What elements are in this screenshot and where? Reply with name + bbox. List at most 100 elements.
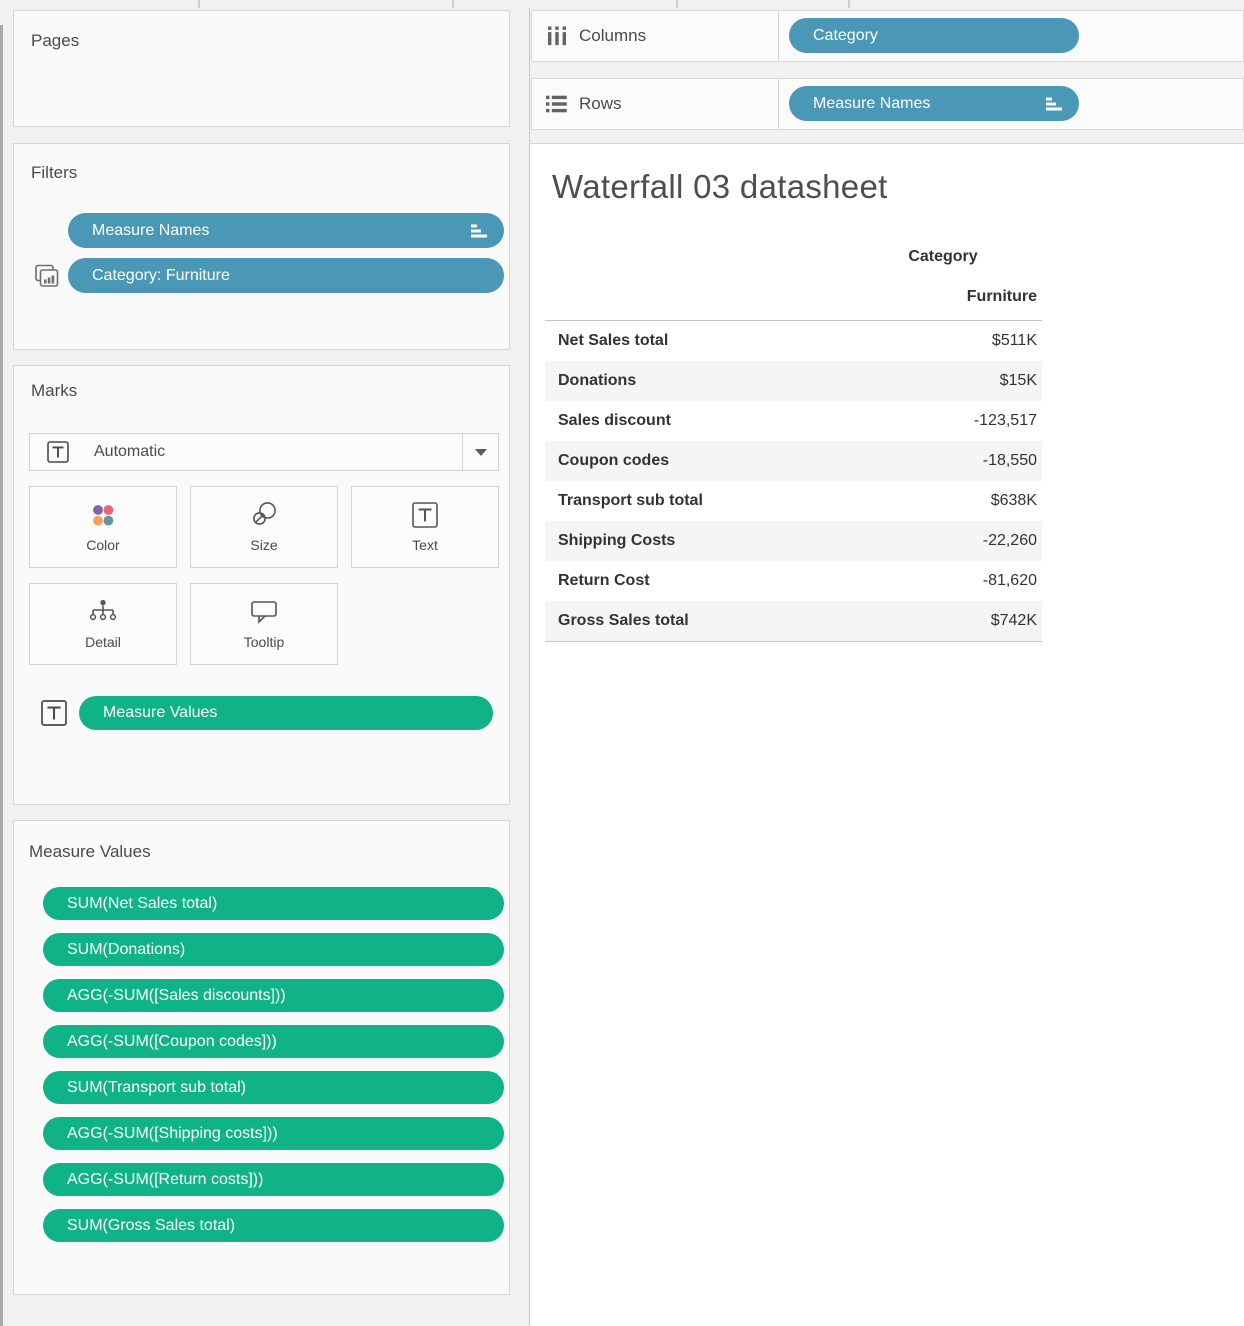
color-button-label: Color: [86, 537, 120, 553]
pages-card-title: Pages: [31, 31, 80, 50]
shelf-divider: [778, 11, 779, 61]
worksheet-view: Waterfall 03 datasheet Category Furnitur…: [530, 143, 1244, 1326]
text-mark-icon: [47, 441, 69, 463]
mark-type-dropdown-button[interactable]: [462, 434, 498, 470]
measure-pill[interactable]: SUM(Donations): [43, 933, 504, 966]
row-header[interactable]: Transport sub total: [558, 492, 703, 509]
color-button[interactable]: Color: [29, 486, 177, 568]
detail-button[interactable]: Detail: [29, 583, 177, 665]
row-header[interactable]: Shipping Costs: [558, 532, 676, 549]
rows-pill-measure-names[interactable]: Measure Names: [789, 86, 1079, 121]
cell-value[interactable]: -123,517: [973, 412, 1037, 429]
measure-pill[interactable]: AGG(-SUM([Coupon codes])): [43, 1025, 504, 1058]
shelf-divider: [778, 79, 779, 129]
text-button[interactable]: Text: [351, 486, 499, 568]
measure-pill[interactable]: SUM(Transport sub total): [43, 1071, 504, 1104]
mark-type-value: Automatic: [94, 443, 166, 460]
top-strip-tick: [848, 0, 850, 8]
encoding-pill-measure-values[interactable]: Measure Values: [79, 696, 493, 730]
measure-pill-label: AGG(-SUM([Coupon codes])): [67, 1032, 277, 1050]
panel-view-divider: [529, 8, 530, 1326]
filter-pill-label: Category: Furniture: [92, 266, 230, 284]
measure-pill-label: AGG(-SUM([Sales discounts])): [67, 986, 286, 1004]
text-button-label: Text: [412, 537, 438, 553]
marks-card[interactable]: Marks Automatic Color: [13, 365, 510, 805]
cell-value[interactable]: -22,260: [982, 532, 1037, 549]
window-left-edge: [0, 25, 3, 1326]
tooltip-button[interactable]: Tooltip: [190, 583, 338, 665]
columns-pill-category[interactable]: Category: [789, 18, 1079, 53]
row-header[interactable]: Gross Sales total: [558, 612, 689, 629]
table-column-field-header[interactable]: Category: [908, 248, 978, 265]
filter-pill-measure-names[interactable]: Measure Names: [68, 213, 504, 248]
table-row: Coupon codes -18,550: [545, 441, 1042, 481]
measure-values-card[interactable]: Measure Values SUM(Net Sales total) SUM(…: [13, 820, 510, 1295]
measure-pill-label: SUM(Transport sub total): [67, 1078, 247, 1096]
encoding-pill-label: Measure Values: [103, 704, 218, 721]
table-column-member-header[interactable]: Furniture: [966, 288, 1037, 305]
measure-values-card-title: Measure Values: [29, 842, 151, 861]
chevron-down-icon: [474, 448, 487, 456]
rows-shelf-label: Rows: [579, 94, 622, 113]
row-header[interactable]: Donations: [558, 372, 637, 389]
text-box-icon: [352, 493, 498, 537]
cell-value[interactable]: -81,620: [982, 572, 1037, 589]
rows-icon: [546, 95, 569, 114]
cell-value[interactable]: $638K: [990, 492, 1037, 509]
table-row: Transport sub total $638K: [545, 481, 1042, 521]
columns-shelf-label: Columns: [579, 26, 647, 45]
columns-pill-label: Category: [813, 26, 878, 44]
columns-icon: [546, 26, 569, 46]
rows-shelf[interactable]: Rows Measure Names: [531, 78, 1244, 130]
filter-pill-category-furniture[interactable]: Category: Furniture: [68, 258, 504, 293]
cell-value[interactable]: $742K: [990, 612, 1037, 629]
sort-icon: [1046, 97, 1063, 110]
filter-pill-label: Measure Names: [92, 221, 210, 239]
columns-shelf[interactable]: Columns Category: [531, 10, 1244, 62]
table-row: Donations $15K: [545, 361, 1042, 401]
measure-pill[interactable]: AGG(-SUM([Shipping costs])): [43, 1117, 504, 1150]
measure-pill-label: SUM(Net Sales total): [67, 894, 218, 912]
context-filter-icon: [34, 264, 59, 288]
measure-pill[interactable]: AGG(-SUM([Sales discounts])): [43, 979, 504, 1012]
measure-pill[interactable]: SUM(Gross Sales total): [43, 1209, 504, 1242]
color-dots-icon: [30, 493, 176, 537]
mark-type-dropdown[interactable]: Automatic: [29, 433, 499, 471]
table-row: Net Sales total $511K: [545, 321, 1042, 361]
row-header[interactable]: Return Cost: [558, 572, 650, 589]
table-row: Sales discount -123,517: [545, 401, 1042, 441]
table-row: Return Cost -81,620: [545, 561, 1042, 601]
tooltip-button-label: Tooltip: [243, 634, 285, 650]
text-mark-icon: [41, 700, 67, 726]
detail-button-label: Detail: [85, 634, 121, 650]
detail-hierarchy-icon: [30, 590, 176, 634]
size-button-label: Size: [250, 537, 278, 553]
cell-value[interactable]: $15K: [999, 372, 1037, 389]
worksheet-title: Waterfall 03 datasheet: [552, 168, 888, 205]
table-row: Shipping Costs -22,260: [545, 521, 1042, 561]
row-header[interactable]: Coupon codes: [558, 452, 670, 469]
marks-card-title: Marks: [31, 381, 78, 400]
measure-pill-label: AGG(-SUM([Return costs])): [67, 1170, 264, 1188]
top-strip-tick: [198, 0, 200, 8]
table-header-divider: [545, 320, 1042, 321]
measure-pill-label: SUM(Gross Sales total): [67, 1216, 236, 1234]
filters-card-title: Filters: [31, 163, 78, 182]
filters-card[interactable]: Filters Measure Names Category: Furnitur…: [13, 143, 510, 350]
data-table: Net Sales total $511K Donations $15K Sal…: [545, 321, 1042, 642]
row-header[interactable]: Net Sales total: [558, 332, 669, 349]
sort-icon: [471, 224, 488, 237]
size-button[interactable]: Size: [190, 486, 338, 568]
top-strip-tick: [452, 0, 454, 8]
tooltip-bubble-icon: [191, 590, 337, 634]
measure-pill-label: AGG(-SUM([Shipping costs])): [67, 1124, 278, 1142]
cell-value[interactable]: -18,550: [982, 452, 1037, 469]
rows-pill-label: Measure Names: [813, 94, 931, 112]
row-header[interactable]: Sales discount: [558, 412, 671, 429]
pages-card[interactable]: Pages: [13, 10, 510, 127]
measure-pill[interactable]: AGG(-SUM([Return costs])): [43, 1163, 504, 1196]
cell-value[interactable]: $511K: [991, 332, 1037, 349]
measure-pill[interactable]: SUM(Net Sales total): [43, 887, 504, 920]
table-row: Gross Sales total $742K: [545, 601, 1042, 641]
size-circles-icon: [191, 493, 337, 537]
